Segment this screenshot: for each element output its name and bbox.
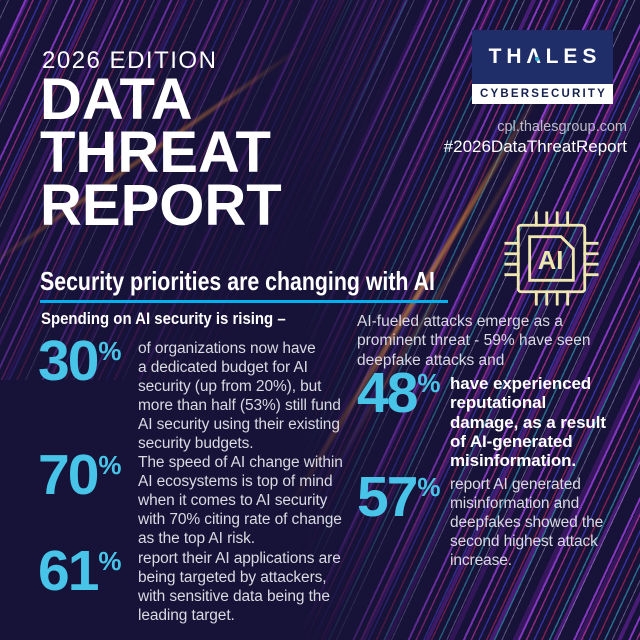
thales-wordmark-part: LES bbox=[545, 45, 602, 68]
stat-value: 57 % bbox=[357, 465, 450, 529]
stat-number: 48 bbox=[357, 361, 418, 425]
thales-wordmark-part: TH bbox=[488, 45, 527, 68]
ai-chip-label: AI bbox=[538, 247, 564, 275]
headline-underline bbox=[40, 300, 448, 303]
stat-number: 57 bbox=[357, 465, 418, 529]
stat-value: 48 % bbox=[357, 361, 450, 425]
stat-number: 61 bbox=[38, 539, 99, 603]
stat-row-70pct: 70 % The speed of AI change within AI ec… bbox=[38, 443, 343, 548]
stat-row-61pct: 61 % report their AI applications are be… bbox=[38, 539, 341, 625]
stat-description: The speed of AI change within AI ecosyst… bbox=[138, 454, 343, 547]
hashtag-link[interactable]: #2026DataThreatReport bbox=[443, 137, 627, 156]
right-column-intro: AI-fueled attacks emerge as a prominent … bbox=[357, 313, 591, 369]
thales-brand-box: THΛLES bbox=[472, 30, 613, 84]
stat-percent-sign: % bbox=[98, 336, 122, 366]
stat-number: 30 bbox=[38, 329, 99, 393]
thales-wordmark-part: Λ bbox=[527, 45, 546, 68]
stat-percent-sign: % bbox=[417, 368, 441, 398]
stat-row-30pct: 30 % of organizations now have a dedicat… bbox=[38, 329, 341, 453]
report-title-line: THREAT bbox=[40, 120, 271, 185]
stat-value: 70 % bbox=[38, 443, 138, 507]
stat-value: 30 % bbox=[38, 329, 138, 393]
stat-number: 70 bbox=[38, 443, 99, 507]
stat-row-57pct: 57 % report AI generated misinformation … bbox=[357, 465, 604, 570]
stat-description: have experienced reputational damage, as… bbox=[450, 374, 606, 471]
stat-percent-sign: % bbox=[98, 546, 122, 576]
thales-logo: THΛLES CYBERSECURITY bbox=[472, 30, 613, 104]
stat-percent-sign: % bbox=[417, 472, 441, 502]
stat-percent-sign: % bbox=[98, 450, 122, 480]
report-title-line: DATA bbox=[40, 67, 193, 132]
cybersecurity-banner: CYBERSECURITY bbox=[472, 84, 613, 104]
stat-value: 61 % bbox=[38, 539, 138, 603]
thales-a-dot-icon bbox=[534, 57, 539, 61]
report-title: DATA THREAT REPORT bbox=[40, 67, 282, 238]
ai-chip-icon: AI bbox=[504, 211, 599, 306]
stat-description: of organizations now have a dedicated bu… bbox=[138, 340, 341, 452]
stat-description: report AI generated misinformation and d… bbox=[450, 476, 604, 569]
stat-row-48pct: 48 % have experienced reputational damag… bbox=[357, 361, 606, 471]
thales-wordmark: THΛLES bbox=[484, 45, 602, 69]
report-title-line: REPORT bbox=[40, 173, 282, 238]
thales-a-glyph: Λ bbox=[527, 45, 546, 69]
website-link[interactable]: cpl.thalesgroup.com bbox=[497, 119, 627, 135]
section-headline: Security priorities are changing with AI bbox=[40, 266, 435, 296]
left-column-intro: Spending on AI security is rising – bbox=[41, 309, 286, 328]
edition-label: 2026 EDITION bbox=[42, 47, 218, 74]
stat-description: report their AI applications are being t… bbox=[138, 550, 341, 624]
cybersecurity-label: CYBERSECURITY bbox=[479, 88, 607, 100]
